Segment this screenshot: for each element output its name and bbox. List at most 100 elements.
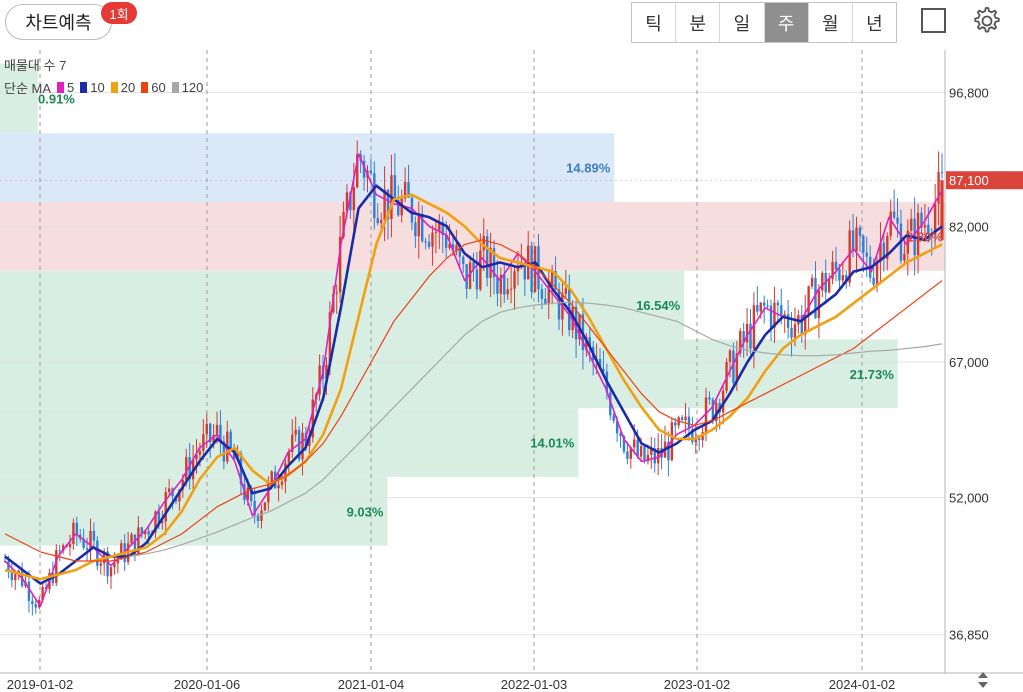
y-tick-label: 82,000 — [949, 219, 989, 234]
ma-5-swatch — [57, 82, 65, 93]
volume-profile-pct: 14.01% — [530, 436, 575, 451]
candle-body — [506, 289, 509, 295]
volume-profile-pct: 2.80% — [906, 229, 943, 244]
period-tab-0[interactable]: 틱 — [632, 3, 677, 42]
candle-body — [626, 451, 629, 459]
candle-body — [804, 314, 807, 335]
y-tick-label: 67,000 — [949, 355, 989, 370]
ma-10-label: 10 — [90, 80, 105, 95]
candle-body — [619, 433, 622, 437]
candle-body — [687, 416, 691, 430]
candle-body — [879, 242, 882, 262]
candle-body — [875, 261, 879, 285]
volume-profile-band — [0, 133, 615, 202]
candle-body — [147, 530, 150, 535]
candle-body — [421, 213, 424, 242]
candle-body — [154, 511, 157, 533]
candle-body — [157, 511, 161, 524]
price-chart[interactable]: 0.91% 14.89% 2.80% 16.54% 21.73% 14.01% 9.03% 9… — [0, 50, 1023, 692]
candle-body — [523, 262, 526, 280]
ma-legend: 단순 MA 5 10 20 60 120 — [4, 78, 203, 97]
ma-5-label: 5 — [67, 80, 75, 95]
candle-body — [465, 264, 468, 289]
candle-body — [615, 420, 619, 434]
candle-body — [756, 305, 759, 312]
chart-predict-button[interactable]: 차트예측 1회 — [5, 2, 137, 40]
candle-body — [557, 289, 561, 320]
ma-60-line — [4, 239, 943, 562]
candle-body — [472, 262, 475, 270]
candle-body — [773, 302, 776, 328]
candle-body — [318, 365, 321, 395]
candle-body — [588, 337, 591, 347]
period-tab-5[interactable]: 년 — [866, 13, 883, 34]
candle-body — [704, 397, 708, 433]
candle-body — [205, 423, 208, 435]
y-tick-label: 52,000 — [949, 491, 989, 506]
candle-body — [769, 305, 773, 328]
candle-body — [656, 447, 660, 464]
gear-icon[interactable] — [971, 5, 1003, 37]
volume-profile-band — [0, 63, 38, 134]
candle-body — [766, 305, 769, 307]
volume-profile-pct: 0.91% — [38, 91, 75, 106]
candle-body — [188, 457, 191, 480]
candle-body — [694, 438, 697, 443]
candle-body — [58, 550, 61, 552]
candle-body — [492, 248, 496, 278]
candle-body — [923, 224, 927, 228]
candle-body — [680, 417, 684, 421]
candle-body — [636, 439, 639, 457]
candle-body — [780, 305, 783, 316]
candle-body — [301, 432, 304, 460]
candle-body — [650, 448, 653, 455]
candle-body — [178, 489, 181, 502]
candle-body — [940, 172, 944, 174]
candle-body — [373, 173, 376, 219]
candle-body — [369, 170, 373, 174]
candle-body — [834, 261, 838, 270]
ma-10-swatch — [80, 82, 88, 93]
x-tick-label: 2022-01-03 — [501, 677, 568, 692]
candle-body — [383, 189, 386, 221]
candle-body — [55, 550, 58, 584]
candle-body — [96, 540, 99, 566]
candle-body — [161, 521, 164, 524]
candle-body — [886, 235, 889, 260]
period-tab-1[interactable]: 분 — [676, 3, 721, 42]
candle-body — [345, 192, 349, 212]
period-tab-3[interactable]: 주 — [764, 3, 809, 42]
candle-body — [133, 534, 137, 554]
y-tick-label: 36,850 — [949, 628, 989, 643]
candle-body — [376, 218, 379, 224]
candle-body — [653, 448, 656, 464]
chart-area[interactable]: 0.91% 14.89% 2.80% 16.54% 21.73% 14.01% 9.03% 9… — [0, 50, 1023, 692]
period-tab-2[interactable]: 일 — [720, 3, 765, 42]
candle-body — [827, 279, 831, 293]
candle-body — [629, 447, 633, 459]
ma-120-swatch — [171, 82, 179, 93]
ma-20-line — [4, 193, 943, 581]
candle-body — [739, 331, 742, 354]
candle-body — [291, 434, 294, 453]
candle-body — [164, 492, 167, 522]
candle-body — [667, 441, 670, 461]
candle-body — [137, 527, 140, 554]
period-tab-4[interactable]: 월 — [809, 3, 853, 42]
candle-body — [489, 248, 492, 278]
square-icon[interactable] — [921, 8, 946, 33]
candle-body — [349, 192, 352, 211]
ma-60-swatch — [141, 82, 149, 93]
candle-body — [711, 399, 715, 422]
candle-body — [68, 543, 72, 548]
candle-body — [338, 236, 342, 293]
candle-body — [109, 567, 113, 577]
candle-body — [793, 324, 797, 338]
scroll-arrows-icon[interactable] — [975, 670, 991, 690]
candle-body — [841, 275, 845, 281]
candle-body — [308, 437, 311, 446]
candle-body — [328, 312, 332, 365]
candle-body — [202, 434, 205, 451]
candle-body — [277, 484, 280, 489]
